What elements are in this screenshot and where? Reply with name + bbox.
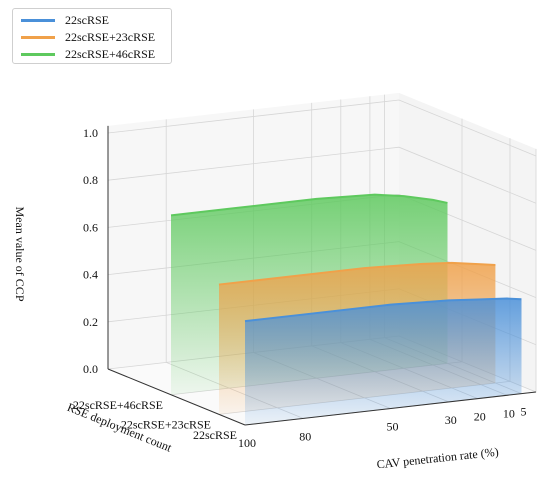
z-tick-label: 0.6 bbox=[83, 220, 98, 234]
legend: 22scRSE 22scRSE+23cRSE 22scRSE+46cRSE bbox=[12, 8, 172, 64]
z-tick-label: 0.4 bbox=[83, 268, 98, 282]
y-tick-label: 22scRSE bbox=[193, 428, 237, 442]
legend-swatch-22scrse-23crse bbox=[21, 35, 55, 39]
legend-label-22scrse-46crse: 22scRSE+46cRSE bbox=[65, 46, 156, 61]
series-line-22scrse bbox=[244, 297, 522, 323]
grid-line-z bbox=[107, 99, 537, 157]
y-tick-label: 22scRSE+23cRSE bbox=[121, 417, 211, 431]
z-tick-label: 1.0 bbox=[83, 126, 98, 140]
z-tick-label: 0.8 bbox=[83, 173, 98, 187]
x-tick-label: 30 bbox=[445, 413, 457, 427]
series-area-22scrse bbox=[245, 298, 522, 425]
legend-item-22scrse-46crse: 22scRSE+46cRSE bbox=[21, 46, 155, 62]
z-tick-label: 0.2 bbox=[83, 315, 98, 329]
y-axis-line bbox=[107, 368, 246, 426]
legend-item-22scrse-23crse: 22scRSE+23cRSE bbox=[21, 29, 155, 45]
x-tick-label: 20 bbox=[474, 410, 486, 424]
x-axis-line bbox=[244, 391, 537, 426]
y-tick-label: 22scRSE+46cRSE bbox=[73, 398, 163, 412]
x-tick-label: 5 bbox=[520, 405, 526, 419]
legend-label-22scrse-23crse: 22scRSE+23cRSE bbox=[65, 29, 156, 44]
series-line-22scrse-23crse bbox=[218, 261, 496, 286]
series-line-22scrse-46crse bbox=[170, 193, 448, 217]
x-tick-label: 80 bbox=[299, 429, 311, 443]
x-axis-title: CAV penetration rate (%) bbox=[376, 445, 499, 472]
legend-item-22scrse: 22scRSE bbox=[21, 12, 109, 28]
axis-lines bbox=[107, 125, 537, 426]
z-tick-label: 0.0 bbox=[83, 362, 98, 376]
x-tick-label: 50 bbox=[387, 420, 399, 434]
x-tick-label: 100 bbox=[238, 436, 256, 450]
series-group bbox=[170, 193, 522, 425]
legend-swatch-22scrse bbox=[21, 18, 55, 22]
grid-line-z bbox=[107, 146, 537, 204]
legend-label-22scrse: 22scRSE bbox=[65, 12, 110, 27]
z-axis-title: Mean value of CCP bbox=[13, 207, 27, 302]
legend-swatch-22scrse-46crse bbox=[21, 52, 55, 56]
x-tick-label: 10 bbox=[503, 406, 515, 420]
